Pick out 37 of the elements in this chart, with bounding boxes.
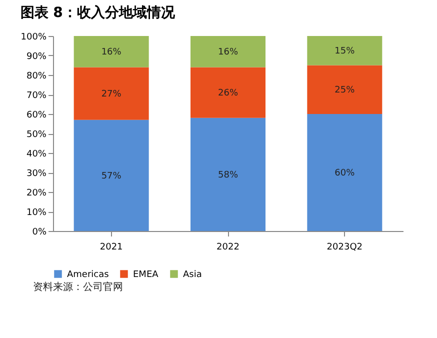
- y-tick-label: 60%: [26, 110, 47, 120]
- text: 资料来源：公司官网: [33, 281, 123, 293]
- legend-label: Asia: [183, 270, 202, 280]
- bar: [74, 36, 149, 68]
- data-label: 57%: [101, 171, 122, 182]
- data-label: 26%: [218, 88, 238, 99]
- data-label: 27%: [101, 90, 122, 100]
- y-tick-label: 10%: [26, 208, 47, 218]
- y-tick-label: 50%: [26, 130, 47, 140]
- legend-label: EMEA: [133, 270, 160, 280]
- chart-title: 图表 8：收入分地域情况: [20, 5, 176, 21]
- x-tick-label: 2021: [100, 242, 123, 252]
- y-tick-label: 80%: [26, 72, 47, 82]
- y-tick-label: 0%: [32, 228, 47, 238]
- y-tick-label: 40%: [26, 150, 47, 160]
- bar: [307, 36, 382, 66]
- data-label: 15%: [334, 46, 356, 57]
- data-label: 58%: [218, 170, 238, 180]
- data-label: 60%: [334, 168, 356, 178]
- legend-label: Americas: [67, 270, 110, 280]
- bar: [74, 67, 149, 120]
- bar: [307, 65, 382, 114]
- bar: [307, 114, 382, 231]
- y-tick-label: 20%: [26, 188, 47, 198]
- y-tick-label: 90%: [26, 52, 47, 62]
- x-tick-label: 2022: [216, 242, 240, 252]
- y-tick-label: 100%: [20, 32, 47, 42]
- data-label: 25%: [334, 86, 356, 96]
- bar: [190, 118, 266, 231]
- bar: [74, 120, 149, 231]
- bar: [190, 67, 266, 118]
- data-label: 16%: [101, 48, 122, 58]
- y-tick-label: 30%: [26, 169, 47, 179]
- x-tick-label: 2023Q2: [326, 242, 363, 252]
- bar: [190, 36, 266, 68]
- y-tick-label: 70%: [26, 91, 47, 101]
- data-label: 16%: [218, 48, 238, 58]
